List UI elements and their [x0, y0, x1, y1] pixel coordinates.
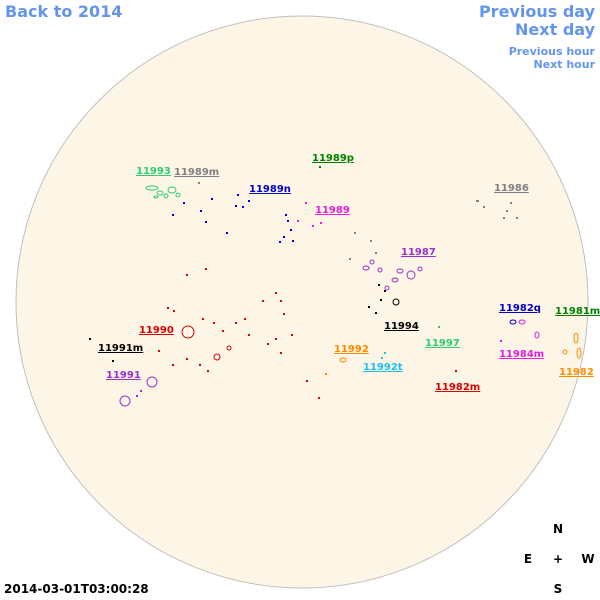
region-11986-spots: [476, 200, 518, 219]
next-hour-link[interactable]: Next hour: [533, 58, 596, 71]
region-label-11989[interactable]: 11989: [315, 205, 350, 216]
region-11994-spots: [89, 284, 400, 340]
region-label-11991m[interactable]: 11991m: [98, 343, 143, 354]
region-label-11992t[interactable]: 11992t: [363, 362, 403, 373]
region-label-11991[interactable]: 11991: [106, 370, 141, 381]
region-label-11993[interactable]: 11993: [136, 166, 171, 177]
region-label-11982q[interactable]: 11982q: [499, 303, 541, 314]
region-11991-spots: [112, 360, 158, 407]
compass-center: +: [552, 552, 564, 566]
region-label-11992[interactable]: 11992: [334, 344, 369, 355]
region-11993-spots: [145, 185, 181, 199]
region-11984m-spots: [500, 319, 540, 342]
region-11992-spots: [325, 357, 347, 375]
previous-hour-link[interactable]: Previous hour: [508, 45, 595, 58]
region-label-11984m[interactable]: 11984m: [499, 349, 544, 360]
compass-south: S: [553, 582, 563, 596]
compass-east: E: [523, 552, 533, 566]
compass-west: W: [581, 552, 595, 566]
region-label-11990[interactable]: 11990: [139, 325, 174, 336]
solar-disk: [15, 15, 589, 589]
region-11997-spots: [438, 326, 440, 328]
region-11989-spots: [297, 202, 322, 227]
region-label-11994[interactable]: 11994: [384, 321, 419, 332]
back-to-year-link[interactable]: Back to 2014: [5, 2, 123, 21]
region-label-11987[interactable]: 11987: [401, 247, 436, 258]
region-label-11982[interactable]: 11982: [559, 367, 594, 378]
region-11987-spots: [362, 259, 423, 291]
region-11990-spots: [158, 268, 457, 399]
region-11982q-spots: [509, 319, 517, 325]
region-label-11997[interactable]: 11997: [425, 338, 460, 349]
region-label-11989m[interactable]: 11989m: [174, 167, 219, 178]
region-11989n-spots: [172, 194, 294, 243]
region-11981m-spots: [319, 166, 321, 168]
compass-north: N: [552, 522, 564, 536]
previous-day-link[interactable]: Previous day: [478, 2, 595, 21]
region-label-11982m[interactable]: 11982m: [435, 382, 480, 393]
region-label-11989p[interactable]: 11989p: [312, 153, 354, 164]
region-11982-spots: [562, 332, 582, 359]
region-label-11989n[interactable]: 11989n: [249, 184, 291, 195]
region-label-11986[interactable]: 11986: [494, 183, 529, 194]
region-11989m-spots: [198, 182, 377, 260]
observation-timestamp: 2014-03-01T03:00:28: [4, 582, 149, 596]
region-11992t-spots: [381, 352, 386, 359]
region-label-11981m[interactable]: 11981m: [555, 306, 600, 317]
next-day-link[interactable]: Next day: [515, 20, 595, 39]
